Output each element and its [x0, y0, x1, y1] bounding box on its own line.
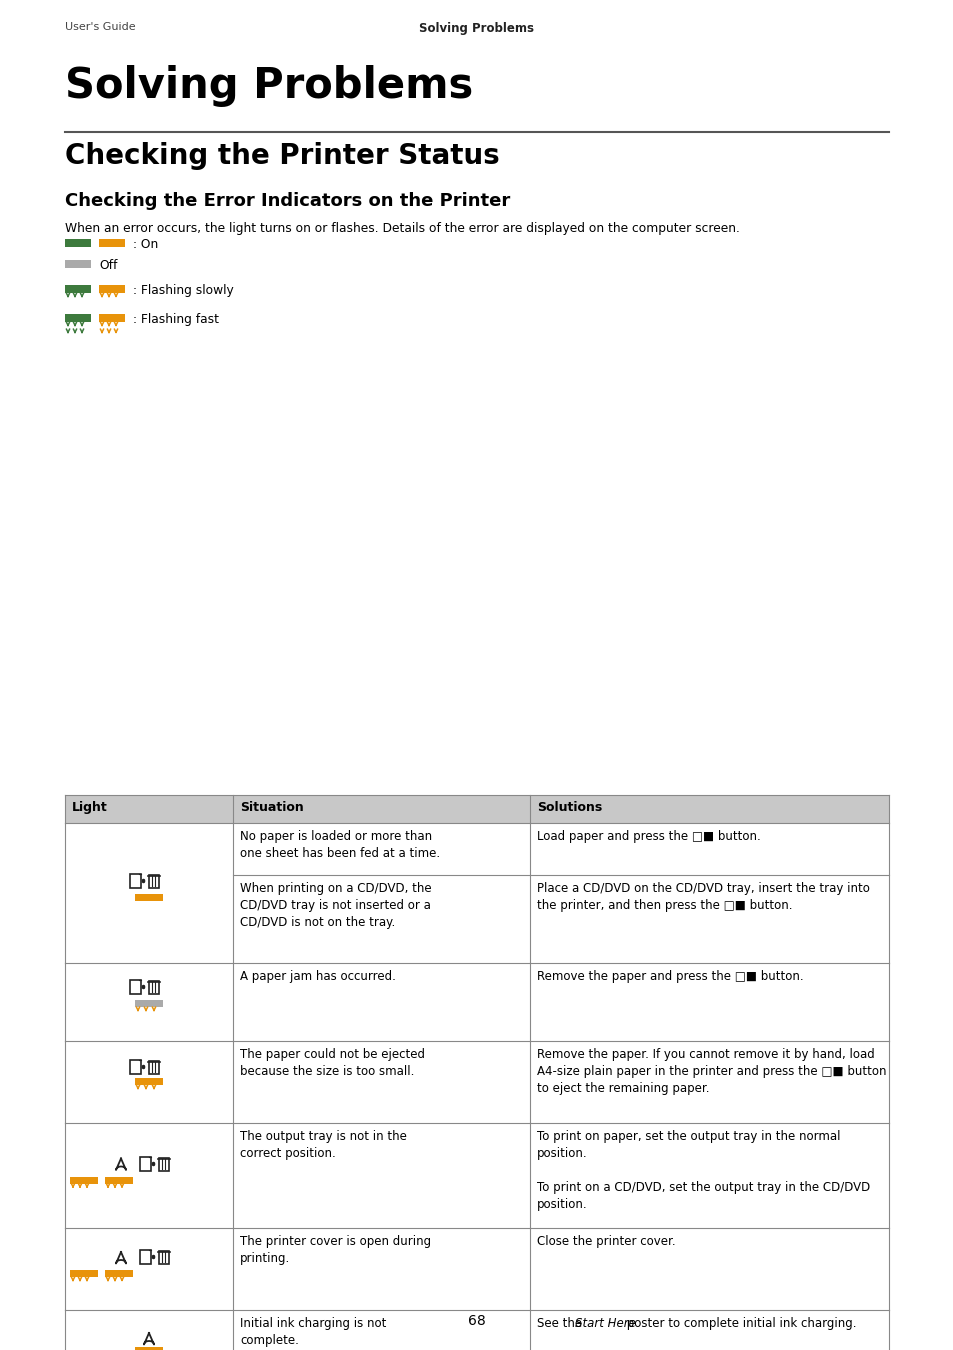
Text: Remove the paper and press the □■ button.: Remove the paper and press the □■ button…	[537, 971, 802, 983]
Bar	[130, 873, 141, 888]
Bar	[65, 285, 91, 293]
Text: The output tray is not in the
correct position.: The output tray is not in the correct po…	[240, 1130, 406, 1160]
Text: Start Here: Start Here	[575, 1318, 636, 1330]
Bar	[149, 1061, 159, 1075]
Text: Remove the paper. If you cannot remove it by hand, load
A4-size plain paper in t: Remove the paper. If you cannot remove i…	[537, 1048, 885, 1095]
Text: Close the printer cover.: Close the printer cover.	[537, 1235, 675, 1247]
Text: : On: : On	[132, 238, 158, 251]
Bar	[65, 261, 91, 269]
Bar	[130, 1060, 141, 1075]
Bar	[105, 1270, 132, 1277]
Bar	[65, 239, 91, 247]
Bar	[70, 1176, 98, 1184]
Bar	[99, 315, 125, 323]
Text: : Flashing slowly: : Flashing slowly	[132, 284, 233, 297]
Text: Place a CD/DVD on the CD/DVD tray, insert the tray into
the printer, and then pr: Place a CD/DVD on the CD/DVD tray, inser…	[537, 882, 869, 913]
Text: 68: 68	[468, 1314, 485, 1328]
Bar	[65, 795, 888, 824]
Text: To print on paper, set the output tray in the normal
position.

To print on a CD: To print on paper, set the output tray i…	[537, 1130, 869, 1211]
Bar	[65, 315, 91, 323]
Bar	[159, 1251, 169, 1264]
Bar	[135, 1079, 163, 1085]
Text: : Flashing fast: : Flashing fast	[132, 313, 219, 325]
Text: A paper jam has occurred.: A paper jam has occurred.	[240, 971, 395, 983]
Text: Solving Problems: Solving Problems	[419, 22, 534, 35]
Bar	[159, 1157, 169, 1170]
Bar	[130, 980, 141, 994]
Bar	[149, 981, 159, 994]
Bar	[99, 239, 125, 247]
Bar	[99, 285, 125, 293]
Text: Situation: Situation	[240, 801, 303, 814]
Bar	[105, 1176, 132, 1184]
Text: Load paper and press the □■ button.: Load paper and press the □■ button.	[537, 830, 760, 842]
Text: No paper is loaded or more than
one sheet has been fed at a time.: No paper is loaded or more than one shee…	[240, 830, 439, 860]
Text: When an error occurs, the light turns on or flashes. Details of the error are di: When an error occurs, the light turns on…	[65, 221, 740, 235]
Text: The printer cover is open during
printing.: The printer cover is open during printin…	[240, 1235, 431, 1265]
Text: Checking the Error Indicators on the Printer: Checking the Error Indicators on the Pri…	[65, 192, 510, 211]
Bar	[140, 1250, 151, 1264]
Text: Initial ink charging is not
complete.: Initial ink charging is not complete.	[240, 1318, 386, 1347]
Bar	[135, 1000, 163, 1007]
Bar	[140, 1157, 151, 1170]
Text: Solving Problems: Solving Problems	[65, 65, 473, 107]
Text: User's Guide: User's Guide	[65, 22, 135, 32]
Bar	[70, 1270, 98, 1277]
Text: Checking the Printer Status: Checking the Printer Status	[65, 142, 499, 170]
Text: When printing on a CD/DVD, the
CD/DVD tray is not inserted or a
CD/DVD is not on: When printing on a CD/DVD, the CD/DVD tr…	[240, 882, 431, 929]
Text: poster to complete initial ink charging.: poster to complete initial ink charging.	[622, 1318, 856, 1330]
Text: Solutions: Solutions	[537, 801, 601, 814]
Text: Off: Off	[99, 259, 117, 271]
Text: The paper could not be ejected
because the size is too small.: The paper could not be ejected because t…	[240, 1048, 424, 1079]
Text: Light: Light	[71, 801, 108, 814]
Bar	[135, 1347, 163, 1350]
Bar	[135, 894, 163, 900]
Bar	[149, 875, 159, 888]
Text: See the: See the	[537, 1318, 585, 1330]
